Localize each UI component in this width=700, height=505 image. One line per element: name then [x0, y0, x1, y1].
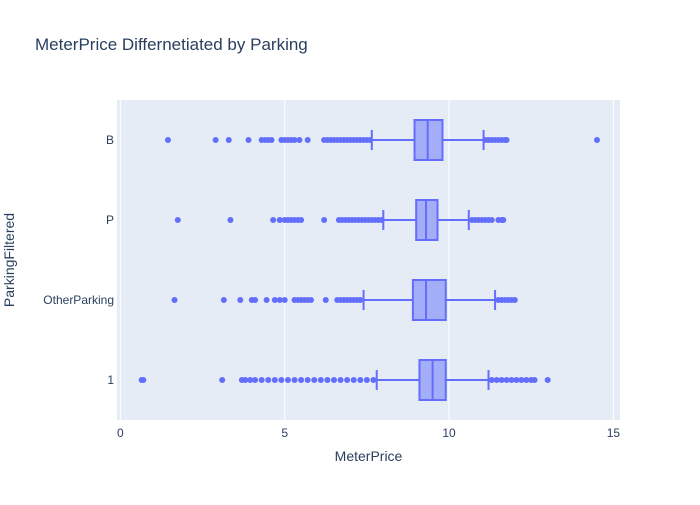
outlier-point: [270, 217, 277, 223]
y-tick-label-p: P: [106, 213, 114, 227]
iqr-box: [411, 279, 447, 321]
outlier-point: [271, 297, 278, 303]
outlier-point: [284, 377, 291, 383]
outlier-point: [242, 377, 249, 383]
outlier-point: [278, 377, 285, 383]
outlier-point: [311, 377, 318, 383]
outlier-point: [330, 377, 337, 383]
outlier-point: [357, 297, 364, 303]
y-tick-labels: 1 OtherParking P B: [43, 133, 114, 387]
outlier-point: [225, 137, 232, 143]
outlier-point: [503, 137, 510, 143]
outlier-point: [220, 297, 227, 303]
outlier-point: [219, 377, 226, 383]
chart-title: MeterPrice Differnetiated by Parking: [35, 35, 308, 54]
outlier-point: [298, 217, 305, 223]
outlier-point: [523, 377, 530, 383]
x-tick-label-15: 15: [607, 426, 621, 440]
outlier-point: [140, 377, 147, 383]
outlier-point: [268, 137, 275, 143]
box-trace-p: [174, 199, 507, 241]
outlier-point: [508, 377, 515, 383]
x-tick-labels: 0 5 10 15: [117, 426, 620, 440]
outlier-point: [276, 297, 283, 303]
outlier-point: [370, 377, 377, 383]
outlier-point: [378, 217, 385, 223]
outlier-point: [511, 297, 518, 303]
outlier-point: [344, 377, 351, 383]
outlier-point: [503, 377, 510, 383]
outlier-point: [513, 377, 520, 383]
outlier-point: [291, 377, 298, 383]
outlier-point: [324, 377, 331, 383]
outlier-point: [304, 137, 311, 143]
outlier-point: [322, 297, 329, 303]
outlier-point: [531, 377, 538, 383]
outlier-point: [247, 377, 254, 383]
outlier-point: [252, 297, 259, 303]
outlier-point: [263, 297, 270, 303]
outlier-point: [357, 377, 364, 383]
outlier-point: [245, 137, 252, 143]
y-axis-title: ParkingFiltered: [1, 213, 17, 307]
outlier-point: [252, 377, 259, 383]
outlier-point: [291, 137, 298, 143]
x-axis-title: MeterPrice: [335, 448, 403, 464]
x-tick-label-10: 10: [442, 426, 456, 440]
box-trace-1: [138, 359, 551, 401]
outlier-point: [164, 137, 171, 143]
outlier-point: [488, 377, 495, 383]
outlier-point: [227, 217, 234, 223]
outlier-point: [174, 217, 181, 223]
outlier-point: [488, 217, 495, 223]
outlier-point: [317, 377, 324, 383]
outlier-point: [281, 297, 288, 303]
outlier-point: [350, 377, 357, 383]
outlier-point: [498, 377, 505, 383]
x-tick-label-0: 0: [117, 426, 124, 440]
y-tick-label-otherparking: OtherParking: [43, 293, 114, 307]
outlier-point: [276, 217, 283, 223]
outlier-point: [500, 217, 507, 223]
outlier-point: [296, 137, 303, 143]
outlier-point: [518, 377, 525, 383]
outlier-point: [337, 377, 344, 383]
outlier-point: [237, 297, 244, 303]
box-trace-otherparking: [171, 279, 518, 321]
outlier-point: [321, 217, 328, 223]
y-tick-label-b: B: [106, 133, 114, 147]
box-traces: [138, 119, 600, 401]
outlier-point: [212, 137, 219, 143]
outlier-point: [171, 297, 178, 303]
outlier-point: [544, 377, 551, 383]
outlier-point: [493, 377, 500, 383]
x-tick-label-5: 5: [281, 426, 288, 440]
outlier-point: [593, 137, 600, 143]
gridlines: [119, 100, 614, 420]
plot-area: [117, 100, 620, 420]
outlier-point: [258, 377, 265, 383]
outlier-point: [307, 297, 314, 303]
box-trace-b: [164, 119, 600, 161]
outlier-point: [363, 377, 370, 383]
outlier-point: [265, 377, 272, 383]
outlier-point: [298, 377, 305, 383]
outlier-point: [367, 137, 374, 143]
y-tick-label-1: 1: [107, 373, 114, 387]
outlier-point: [271, 377, 278, 383]
outlier-point: [304, 377, 311, 383]
